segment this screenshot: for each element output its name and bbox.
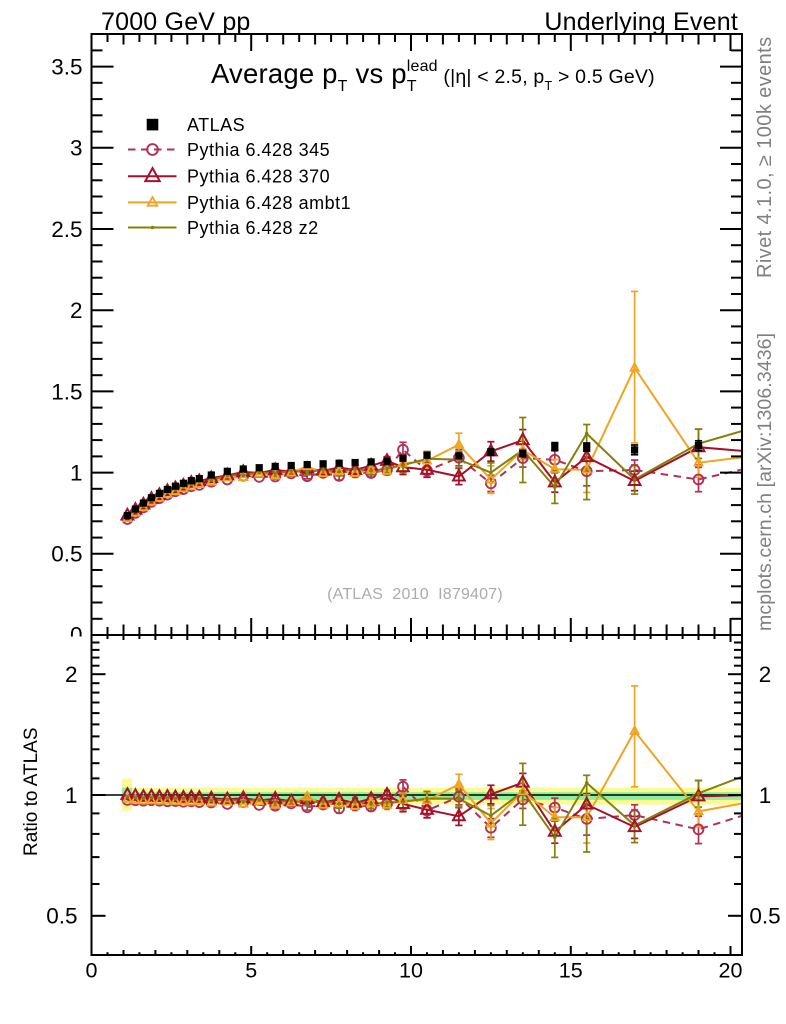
svg-text:7000 GeV pp: 7000 GeV pp [101, 8, 251, 36]
svg-text:0.5: 0.5 [46, 904, 77, 929]
svg-text:Ratio to ATLAS: Ratio to ATLAS [21, 728, 42, 857]
svg-text:3: 3 [70, 136, 83, 161]
svg-text:15: 15 [559, 959, 583, 983]
svg-text:2: 2 [759, 662, 772, 687]
svg-text:0: 0 [86, 959, 98, 983]
svg-text:Rivet 4.1.0, ≥ 100k events: Rivet 4.1.0, ≥ 100k events [754, 36, 776, 278]
svg-text:5: 5 [245, 959, 257, 983]
svg-text:Pythia 6.428 z2: Pythia 6.428 z2 [187, 218, 319, 238]
svg-text:1: 1 [759, 783, 772, 808]
svg-text:1.5: 1.5 [51, 379, 82, 404]
svg-text:2: 2 [65, 662, 78, 687]
svg-text:Pythia 6.428 ambt1: Pythia 6.428 ambt1 [187, 193, 351, 213]
svg-text:ATLAS: ATLAS [187, 115, 245, 135]
svg-text:(ATLAS 2010 I879407): (ATLAS 2010 I879407) [327, 586, 503, 603]
svg-text:20: 20 [719, 959, 743, 983]
svg-text:Underlying Event: Underlying Event [544, 8, 738, 36]
svg-text:mcplots.cern.ch [arXiv:1306.34: mcplots.cern.ch [arXiv:1306.3436] [754, 333, 776, 631]
svg-text:10: 10 [399, 959, 423, 983]
svg-text:0.5: 0.5 [749, 904, 780, 929]
svg-text:2: 2 [70, 298, 83, 323]
svg-text:2.5: 2.5 [51, 217, 82, 242]
svg-text:3.5: 3.5 [51, 55, 82, 80]
svg-text:Pythia 6.428 345: Pythia 6.428 345 [187, 140, 330, 160]
svg-text:Pythia 6.428 370: Pythia 6.428 370 [187, 167, 330, 187]
svg-text:0: 0 [70, 623, 83, 648]
svg-text:0.5: 0.5 [51, 542, 82, 567]
svg-text:1: 1 [70, 461, 83, 486]
svg-text:1: 1 [65, 783, 78, 808]
